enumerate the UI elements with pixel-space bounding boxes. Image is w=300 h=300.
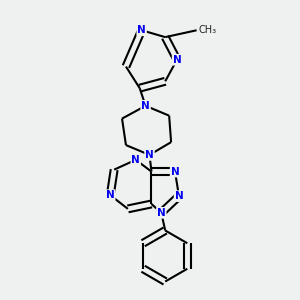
Text: CH₃: CH₃ bbox=[199, 25, 217, 35]
Text: N: N bbox=[157, 208, 166, 218]
Text: N: N bbox=[137, 25, 146, 35]
Text: N: N bbox=[141, 101, 150, 111]
Text: N: N bbox=[171, 167, 179, 177]
Text: N: N bbox=[175, 191, 183, 201]
Text: N: N bbox=[131, 155, 140, 165]
Text: N: N bbox=[172, 55, 182, 65]
Text: N: N bbox=[106, 190, 115, 200]
Text: N: N bbox=[145, 150, 154, 160]
